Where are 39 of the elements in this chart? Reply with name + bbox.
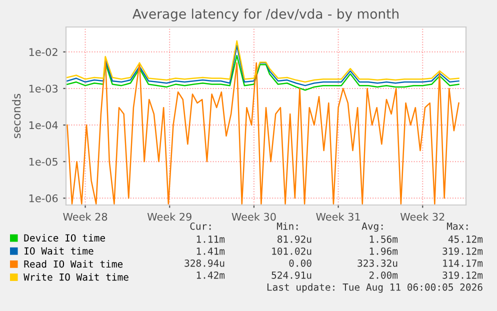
text: 1.96m (370, 247, 398, 255)
text: 114.17m (443, 260, 483, 267)
x-tick-label: Week 29 (147, 212, 192, 221)
line-series (66, 54, 460, 91)
text: 323.32u (358, 259, 398, 267)
text: Last update: Tue Aug 11 06:00:05 2026 (267, 283, 482, 293)
line-series (66, 56, 460, 204)
text: 319.12m (442, 271, 483, 279)
x-tick-label: Week 28 (63, 212, 108, 221)
legend-label: Read IO Wait time (24, 260, 123, 268)
y-tick-label: 1e-04 (29, 121, 58, 130)
text: 319.12m (442, 247, 483, 255)
y-axis-title: seconds (12, 94, 21, 138)
chart-title: Average latency for /dev/vda - by month (132, 8, 398, 22)
y-tick-label: 1e-05 (29, 158, 58, 166)
text: 1.11m (196, 236, 225, 243)
text: 81.92u (278, 235, 312, 243)
text: Avg: (362, 222, 383, 232)
text: Min: (276, 222, 298, 230)
text: 328.94u (184, 259, 224, 267)
text: 1.56m (370, 235, 398, 243)
text: Max: (446, 222, 468, 230)
text: 1.42m (196, 271, 225, 279)
legend-label: IO Wait time (24, 247, 94, 255)
y-tick-label: 1e-03 (29, 84, 58, 93)
text: 0.00 (289, 259, 312, 267)
y-tick-label: 1e-06 (29, 194, 58, 202)
text: 101.02u (272, 247, 312, 255)
legend-label: Write IO Wait time (24, 273, 128, 281)
text: 524.91u (272, 271, 312, 279)
legend-label: Device IO time (24, 234, 105, 242)
text: Cur: (190, 222, 211, 230)
x-tick-label: Week 31 (316, 212, 360, 221)
text: 1.41m (196, 248, 225, 255)
y-tick-label: 1e-02 (29, 48, 58, 56)
x-tick-label: Week 32 (400, 212, 444, 221)
text: 45.12m (448, 235, 483, 243)
x-tick-label: Week 30 (232, 212, 276, 221)
text: 2.00m (369, 271, 398, 279)
